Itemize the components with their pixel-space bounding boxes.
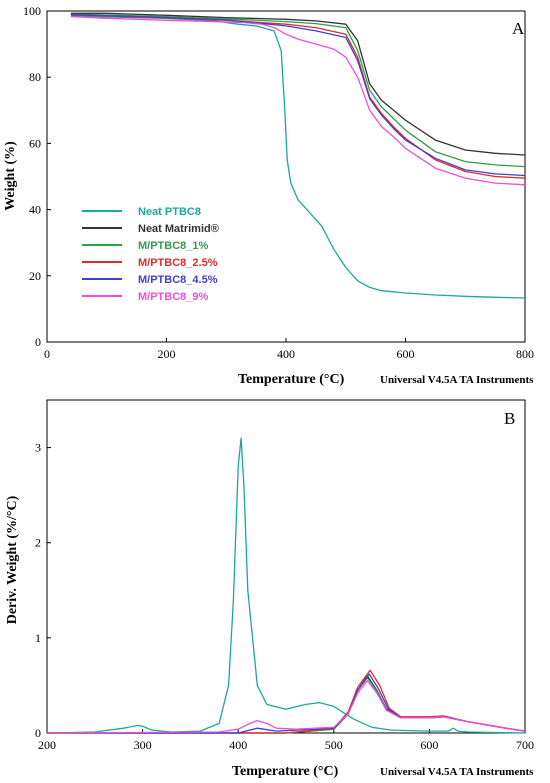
legend-label: Neat PTBC8: [138, 206, 201, 218]
panel-a-series-group: [70, 12, 526, 299]
panel-a-ticks: 0 200 400 600 800 0 20 40 60 80 100: [23, 4, 534, 361]
panel-b-x-tick-label: 500: [325, 738, 343, 752]
panel-a-y-axis-title: Weight (%): [3, 141, 18, 211]
panel-a-y-tick-label: 40: [29, 203, 41, 217]
panel-a-x-tick-label: 800: [516, 347, 534, 361]
panel-b-series-line-3: [47, 669, 526, 734]
panel-a-instrument-note: Universal V4.5A TA Instruments: [380, 374, 534, 386]
panel-a-x-axis-title: Temperature (°C): [238, 372, 345, 387]
panel-a-x-tick-label: 400: [277, 347, 295, 361]
panel-a-x-tick-label: 0: [44, 347, 50, 361]
panel-b-series-group: [46, 437, 526, 734]
panel-a-x-tick-label: 600: [397, 347, 415, 361]
panel-b-x-axis-title: Temperature (°C): [232, 764, 339, 779]
panel-a-label: A: [512, 19, 525, 38]
panel-a-legend: Neat PTBC8 Neat Matrimid® M/PTBC8_1% M/PTBC…: [82, 206, 219, 303]
panel-b-y-tick-label: 3: [35, 441, 41, 455]
panel-b-series-line-0: [46, 437, 526, 734]
panel-a-y-tick-label: 60: [29, 136, 41, 150]
panel-b-series-line-1: [47, 675, 526, 734]
panel-b-label: B: [504, 409, 515, 428]
panel-b-x-tick-label: 200: [38, 738, 56, 752]
panel-b-x-tick-label: 300: [134, 738, 152, 752]
panel-b-instrument-note: Universal V4.5A TA Instruments: [380, 766, 534, 778]
panel-b-series-line-2: [47, 677, 526, 734]
panel-a-y-tick-label: 80: [29, 70, 41, 84]
panel-b-x-tick-label: 600: [420, 738, 438, 752]
panel-a-series-line-4: [70, 13, 526, 177]
panel-a-x-tick-label: 200: [158, 347, 176, 361]
legend-label: M/PTBC8_2.5%: [138, 257, 218, 269]
panel-b-y-axis-title: Deriv. Weight (%/°C): [5, 495, 20, 624]
panel-b-ticks: 200 300 400 500 600 700 0 1 2 3: [35, 441, 534, 752]
panel-a-series-line-0: [70, 15, 526, 299]
panel-b-x-tick-label: 700: [516, 738, 534, 752]
panel-b-plot-frame: [46, 399, 526, 734]
panel-a-y-tick-label: 20: [29, 269, 41, 283]
panel-a-y-tick-label: 0: [35, 335, 41, 349]
panel-b-y-tick-label: 0: [35, 726, 41, 740]
panel-a-weight-chart: 0 200 400 600 800 0 20 40 60 80 100 A Temperature …: [3, 4, 534, 387]
panel-a-series-line-5: [70, 15, 526, 186]
panel-a-series-line-2: [70, 13, 526, 168]
panel-b-derivative-chart: 200 300 400 500 600 700 0 1 2 3 B Temperature (°C…: [5, 399, 534, 779]
panel-b-series-line-4: [47, 673, 526, 734]
panel-a-series-line-1: [70, 12, 526, 156]
panel-b-y-tick-label: 2: [35, 536, 41, 550]
panel-a-y-tick-label: 100: [23, 4, 41, 18]
legend-label: Neat Matrimid®: [138, 223, 219, 235]
panel-b-x-tick-label: 400: [229, 738, 247, 752]
panel-a-plot-frame: [46, 10, 526, 343]
panel-b-series-line-5: [46, 680, 526, 734]
panel-b-y-tick-label: 1: [35, 631, 41, 645]
legend-label: M/PTBC8_9%: [138, 291, 209, 303]
legend-label: M/PTBC8_1%: [138, 240, 209, 252]
legend-label: M/PTBC8_4.5%: [138, 274, 218, 286]
